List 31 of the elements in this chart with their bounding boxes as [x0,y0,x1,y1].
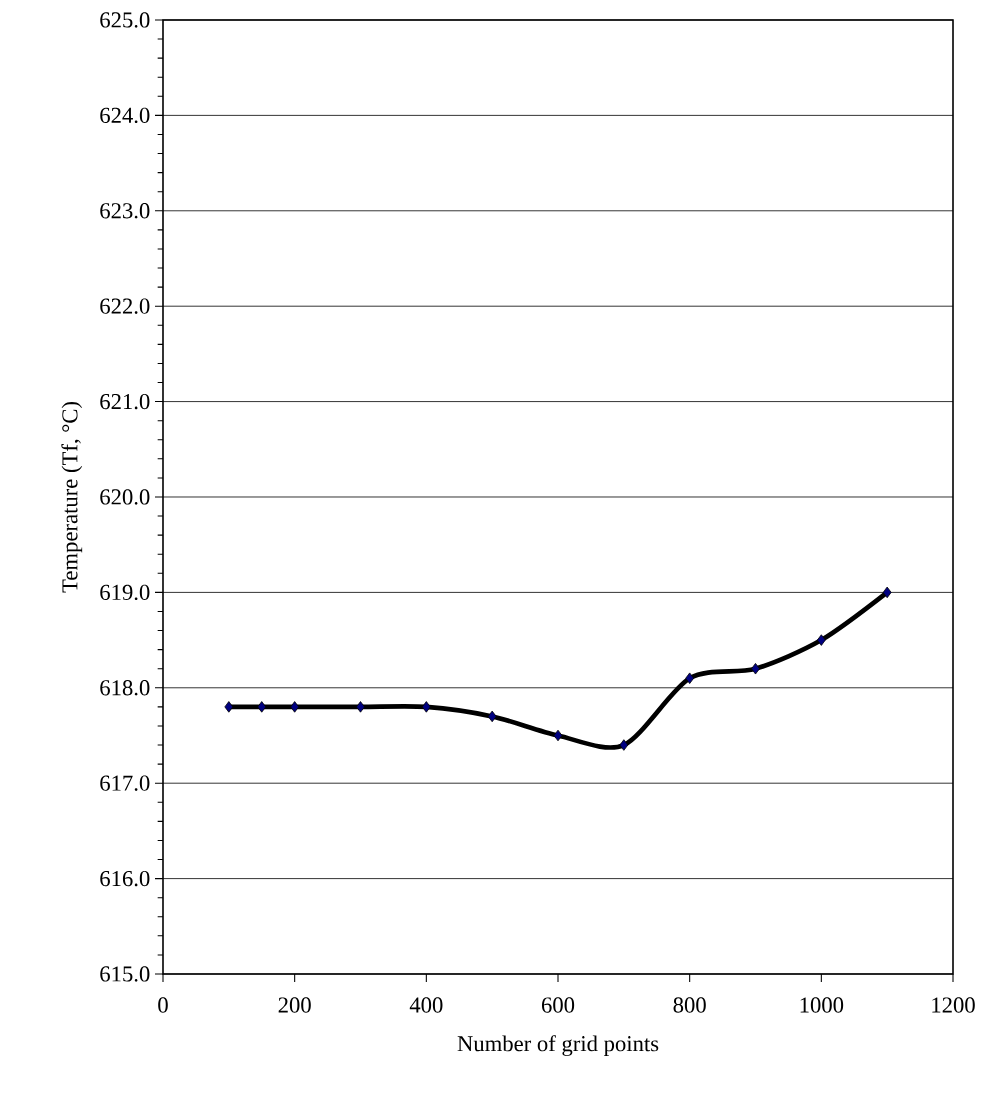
y-tick-label: 619.0 [100,584,150,601]
y-tick-label: 617.0 [100,775,150,791]
y-tick-label: 616.0 [100,870,150,887]
y-axis-title: Temperature (Tf, °C) [61,402,83,593]
x-tick-label: 200 [278,997,311,1013]
y-tick-label: 624.0 [100,107,150,124]
y-tick-label: 622.0 [100,298,150,314]
x-tick-label: 600 [541,997,575,1013]
y-tick-label: 618.0 [100,680,150,696]
y-tick-label: 625.0 [100,12,150,28]
point [685,672,695,684]
point [816,634,826,646]
point [421,701,431,713]
point [619,739,629,751]
x-tick-label: 400 [409,997,443,1013]
point [882,586,892,599]
x-axis-title: Number of grid points [457,1035,659,1057]
x-tick-label: 0 [158,997,168,1013]
point [487,710,497,723]
y-tick-label: 620.0 [100,489,150,505]
point [257,701,267,713]
point [224,701,234,713]
y-tick-label: 615.0 [100,966,150,982]
point [356,701,365,713]
x-tick-label: 1200 [932,997,975,1013]
y-tick-label: 623.0 [100,203,150,219]
point [290,701,300,713]
x-tick-label: 1000 [800,997,844,1013]
point [553,729,563,742]
x-tick-label: 800 [673,997,706,1013]
y-tick-label: 621.0 [100,393,150,410]
